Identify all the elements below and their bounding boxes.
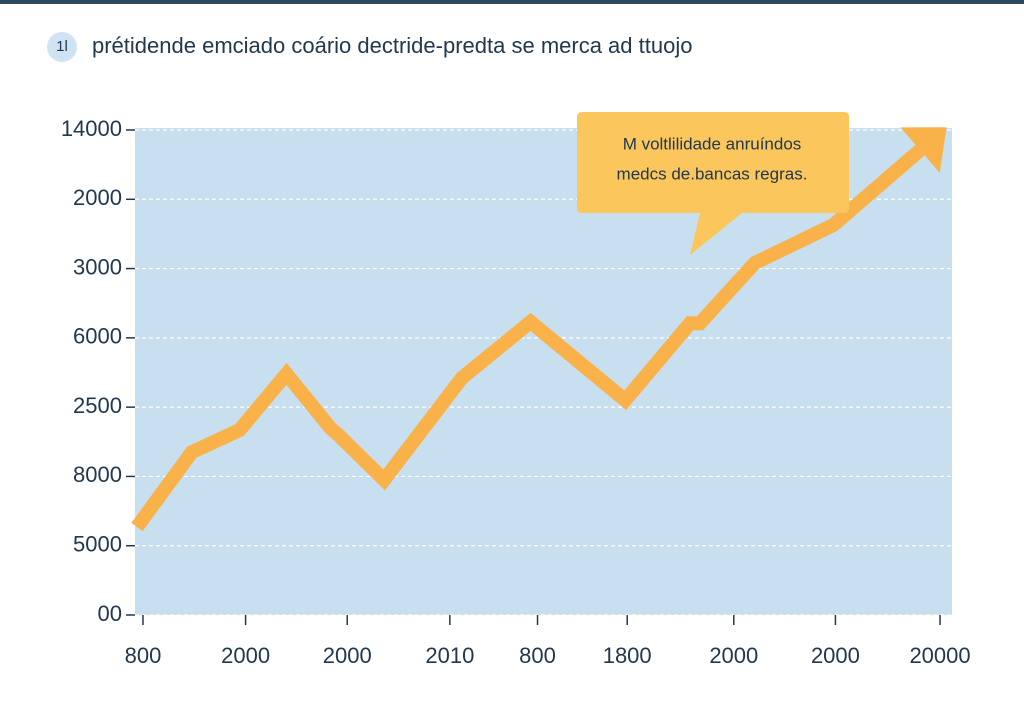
x-tick-label: 1800 — [603, 643, 652, 668]
annotation: M voltlilidade anruíndos medcs de.bancas… — [577, 112, 849, 255]
x-tick-label: 2000 — [323, 643, 372, 668]
annotation-box — [577, 112, 849, 255]
annotation-line: M voltlilidade anruíndos — [623, 134, 802, 153]
y-tick-label: 14000 — [61, 116, 122, 141]
x-tick-label: 2000 — [709, 643, 758, 668]
y-tick-label: 00 — [98, 601, 122, 626]
badge: 1l — [56, 38, 68, 55]
x-tick-label: 20000 — [909, 643, 970, 668]
y-tick-label: 6000 — [73, 324, 122, 349]
y-tick-label: 5000 — [73, 532, 122, 557]
x-tick-label: 800 — [125, 643, 162, 668]
x-tick-label: 2000 — [221, 643, 270, 668]
badge-circle — [47, 32, 77, 62]
annotation-line: medcs de.bancas regras. — [617, 164, 808, 183]
line — [131, 144, 925, 532]
x-tick-label: 800 — [519, 643, 556, 668]
y-tick-label: 2000 — [73, 185, 122, 210]
y-tick-label: 2500 — [73, 393, 122, 418]
x-tick-label: 2000 — [811, 643, 860, 668]
y-tick-label: 3000 — [73, 254, 122, 279]
top-border — [0, 0, 1024, 4]
chart-title: prétidende emciado coário dectride-predt… — [92, 33, 692, 58]
arrow-head — [900, 127, 947, 173]
x-tick-label: 2010 — [425, 643, 474, 668]
y-tick-label: 8000 — [73, 462, 122, 487]
